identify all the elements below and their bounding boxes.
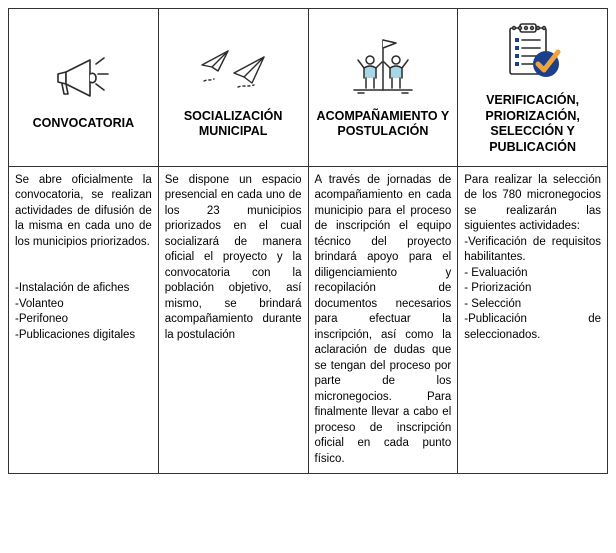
header-title: VERIFICACIÓN, PRIORIZACIÓN, SELECCIÓN Y … — [462, 93, 603, 156]
body-row: Se abre oficialmente la convocatoria, se… — [9, 166, 608, 474]
body-cell-verificacion: Para realizar la selección de los 780 mi… — [458, 166, 608, 474]
header-cell-convocatoria: CONVOCATORIA — [9, 9, 159, 167]
megaphone-icon — [13, 38, 154, 110]
checklist-icon — [462, 15, 603, 87]
body-cell-acompanamiento: A través de jornadas de acompañamiento e… — [308, 166, 458, 474]
header-cell-verificacion: VERIFICACIÓN, PRIORIZACIÓN, SELECCIÓN Y … — [458, 9, 608, 167]
body-text: Se abre oficialmente la convocatoria, se… — [15, 173, 152, 344]
header-row: CONVOCATORIA SOCIALIZACIÓN MUNICIPAL — [9, 9, 608, 167]
body-cell-convocatoria: Se abre oficialmente la convocatoria, se… — [9, 166, 159, 474]
header-cell-socializacion: SOCIALIZACIÓN MUNICIPAL — [158, 9, 308, 167]
header-title: ACOMPAÑAMIENTO Y POSTULACIÓN — [313, 109, 454, 140]
process-table: CONVOCATORIA SOCIALIZACIÓN MUNICIPAL — [8, 8, 608, 474]
body-text: A través de jornadas de acompañamiento e… — [315, 173, 452, 468]
header-title: SOCIALIZACIÓN MUNICIPAL — [163, 109, 304, 140]
header-title: CONVOCATORIA — [13, 116, 154, 132]
people-flag-icon — [313, 31, 454, 103]
body-text: Para realizar la selección de los 780 mi… — [464, 173, 601, 344]
body-cell-socializacion: Se dispone un espacio presencial en cada… — [158, 166, 308, 474]
header-cell-acompanamiento: ACOMPAÑAMIENTO Y POSTULACIÓN — [308, 9, 458, 167]
body-text: Se dispone un espacio presencial en cada… — [165, 173, 302, 344]
paper-planes-icon — [163, 31, 304, 103]
